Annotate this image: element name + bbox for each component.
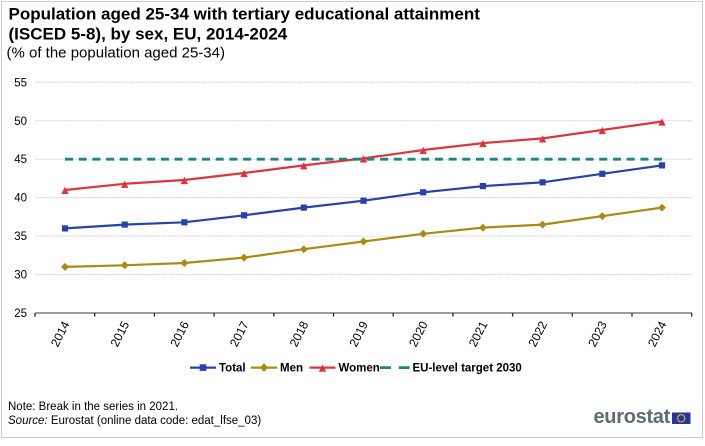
svg-text:Source: Eurostat (online data: Source: Eurostat (online data code: edat…	[8, 415, 261, 427]
svg-text:25: 25	[14, 308, 27, 320]
svg-text:Population aged 25-34 with ter: Population aged 25-34 with tertiary educ…	[9, 5, 481, 24]
svg-text:35: 35	[14, 231, 27, 243]
svg-text:45: 45	[14, 154, 27, 166]
svg-text:40: 40	[14, 193, 27, 205]
svg-text:50: 50	[14, 116, 27, 128]
svg-text:30: 30	[14, 270, 27, 282]
svg-text:Women: Women	[339, 362, 380, 374]
svg-text:Total: Total	[219, 362, 246, 374]
svg-text:(% of the population aged 25-3: (% of the population aged 25-34)	[7, 45, 226, 62]
svg-text:(ISCED 5-8), by sex, EU, 2014-: (ISCED 5-8), by sex, EU, 2014-2024	[9, 25, 288, 44]
svg-text:Note: Break in the series in 2: Note: Break in the series in 2021.	[8, 401, 178, 413]
svg-text:55: 55	[14, 77, 27, 89]
svg-text:Men: Men	[280, 362, 303, 374]
svg-text:eurostat: eurostat	[593, 406, 670, 428]
svg-text:EU-level target 2030: EU-level target 2030	[413, 362, 522, 374]
